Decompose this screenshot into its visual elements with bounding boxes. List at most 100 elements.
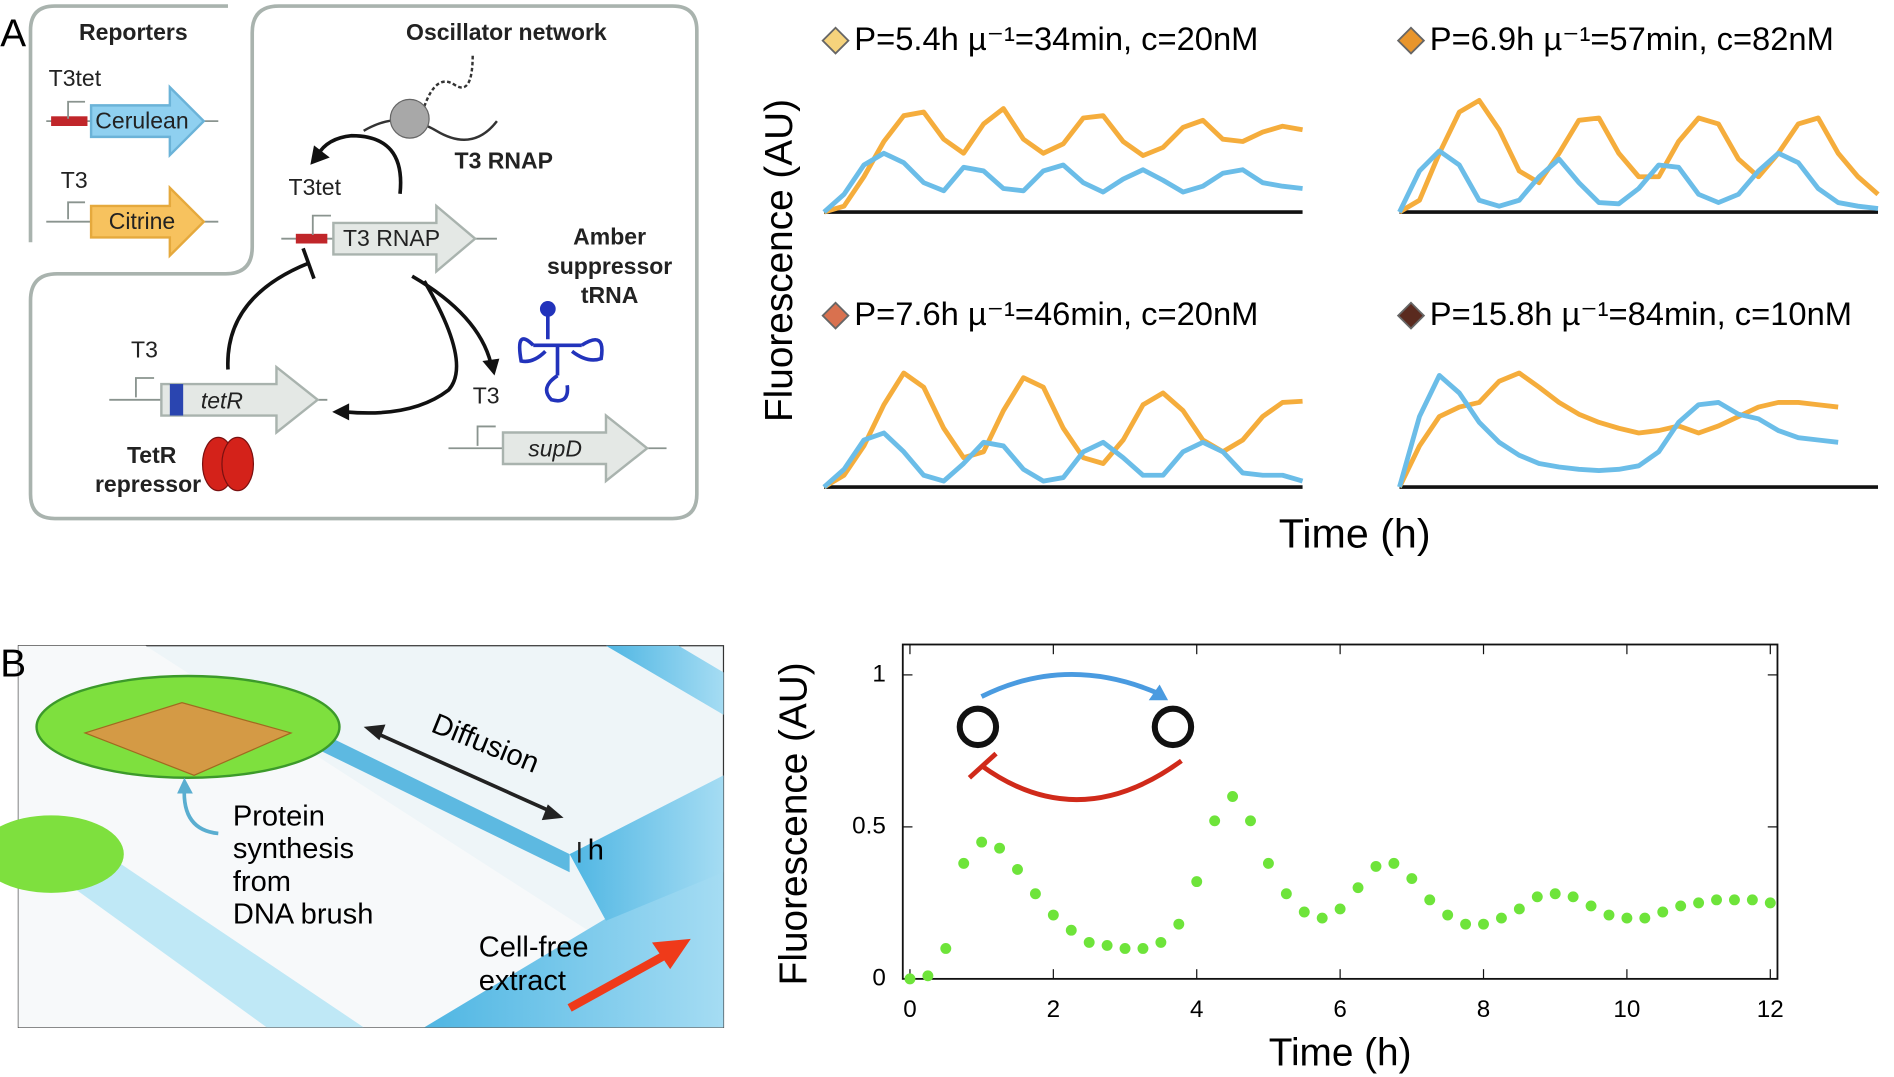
data-point: [1155, 936, 1167, 948]
arrowhead: [332, 403, 350, 421]
label: T3 RNAP: [343, 225, 440, 251]
chart-title: P=5.4h µ⁻¹=34min, c=20nM: [854, 20, 1258, 57]
x-tick-label: 2: [1047, 996, 1060, 1023]
label: T3: [61, 167, 88, 193]
promoter: [476, 425, 496, 446]
data-point: [958, 857, 970, 869]
label: TetR: [127, 442, 177, 468]
label: extract: [479, 965, 566, 997]
y-tick-label: 1: [872, 660, 885, 687]
label: T3tet: [49, 65, 102, 91]
dna-icon: [363, 118, 498, 141]
data-point: [1334, 903, 1346, 915]
channel: [18, 848, 364, 1028]
data-point: [1531, 891, 1543, 903]
data-point: [1101, 939, 1113, 951]
data-point: [1675, 900, 1687, 912]
series-line: [822, 150, 1303, 214]
label: Oscillator network: [406, 19, 607, 45]
data-point: [1693, 897, 1705, 909]
label: Reporters: [79, 19, 188, 45]
arrow: [411, 274, 493, 364]
data-point: [1280, 888, 1292, 900]
data-point: [1047, 909, 1059, 921]
arrowhead: [1148, 684, 1169, 701]
label: from: [233, 866, 291, 898]
data-point: [1370, 860, 1382, 872]
rna-icon: [423, 54, 474, 108]
chart-title: P=6.9h µ⁻¹=57min, c=82nM: [1430, 20, 1834, 57]
x-axis-label: Time (h): [1279, 511, 1431, 557]
channel: [605, 645, 724, 715]
y-tick-label: 0: [872, 964, 885, 991]
arrow: [316, 133, 403, 195]
data-point: [904, 973, 916, 985]
series-line: [1397, 148, 1879, 214]
data-point: [1012, 863, 1023, 875]
x-tick-label: 6: [1333, 996, 1346, 1023]
data-point: [1728, 894, 1740, 906]
data-point: [1227, 791, 1239, 802]
promoter: [67, 201, 86, 220]
label: supD: [528, 436, 582, 462]
data-point: [922, 970, 934, 982]
arrow: [375, 731, 553, 814]
arrowhead: [482, 358, 500, 376]
chamber: [0, 815, 124, 893]
data-point: [1137, 943, 1149, 954]
arrow: [980, 672, 1159, 699]
label: Cell-free: [479, 931, 589, 963]
data-point: [1460, 918, 1472, 930]
label: Protein: [233, 800, 325, 832]
x-axis-label: Time (h): [1269, 1031, 1412, 1074]
label: Citrine: [109, 208, 175, 234]
inhibition-bar: [301, 247, 316, 280]
promoter: [311, 214, 331, 236]
data-point: [1191, 876, 1203, 888]
data-point: [1549, 888, 1561, 900]
data-point: [1119, 943, 1131, 954]
y-tick-label: 0.5: [852, 812, 886, 839]
series-line: [1397, 370, 1839, 489]
y-axis-label: Fluorescence (AU): [772, 662, 815, 985]
data-point: [1711, 894, 1722, 906]
node: [1151, 705, 1195, 749]
x-tick-label: 10: [1613, 996, 1640, 1023]
device-diagram: Diffusion Protein synthesis from DNA bru…: [0, 645, 725, 1028]
data-point: [1657, 906, 1669, 918]
arrowhead: [363, 724, 386, 741]
data-point: [994, 842, 1006, 854]
operator: [51, 116, 88, 126]
trna-icon: [517, 301, 604, 403]
title-marker: [1396, 301, 1426, 330]
data-point: [1065, 924, 1077, 936]
data-point: [1746, 894, 1758, 906]
data-point: [1424, 894, 1436, 906]
label: synthesis: [233, 833, 354, 865]
data-point: [1495, 912, 1507, 924]
panel-label: A: [0, 13, 26, 56]
series-line: [1397, 373, 1839, 488]
arrowhead: [310, 145, 330, 165]
amber-codon: [169, 384, 184, 416]
inhibition: [980, 758, 1183, 802]
data-point: [1245, 815, 1256, 827]
data-point: [1083, 936, 1095, 948]
data-point: [940, 943, 952, 954]
inset-schematic: [956, 672, 1195, 802]
data-point: [1029, 888, 1041, 900]
gene-arrow: [89, 184, 206, 259]
panel-label: B: [0, 643, 26, 686]
label: T3 RNAP: [455, 147, 553, 173]
flow-arrow: [567, 947, 675, 1012]
label: T3tet: [289, 174, 342, 200]
data-point: [1388, 857, 1400, 869]
inhibition-bar: [967, 751, 998, 780]
series-line: [822, 430, 1304, 489]
data-point: [1352, 882, 1364, 894]
title-marker: [821, 301, 850, 330]
arrowhead: [541, 804, 564, 821]
arrow: [345, 280, 459, 415]
